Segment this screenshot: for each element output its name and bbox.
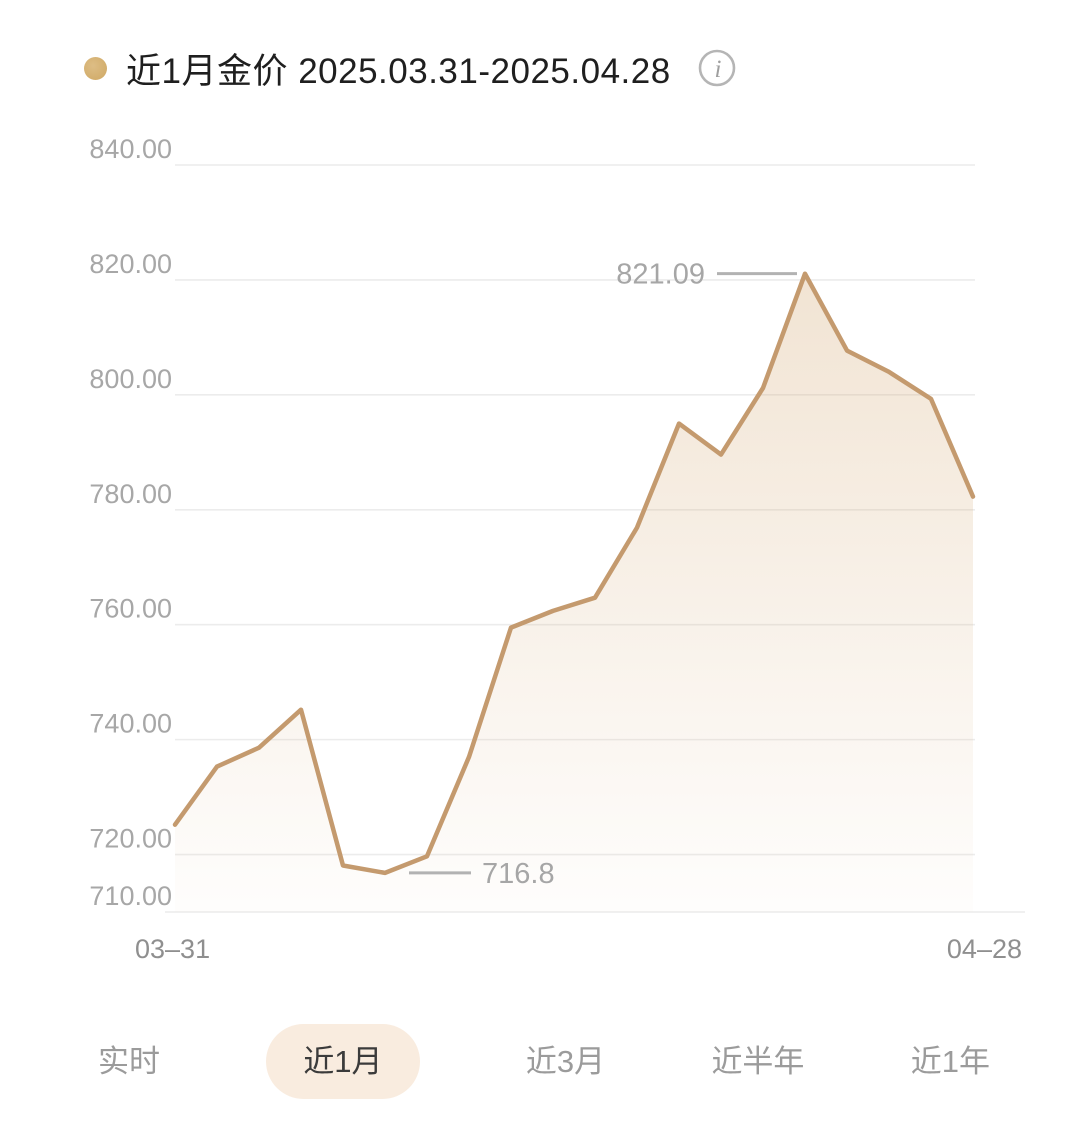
area-layer	[172, 271, 976, 912]
y-axis-tick-label: 780.00	[89, 479, 172, 509]
y-axis-tick-label: 710.00	[89, 881, 172, 911]
y-axis-tick-label: 800.00	[89, 364, 172, 394]
tab-1-year[interactable]: 近1年	[910, 1043, 990, 1079]
price-area	[175, 273, 973, 912]
page-title: 近1月金价 2025.03.31-2025.04.28	[126, 51, 671, 91]
annotation-layer: 821.09 716.8	[409, 259, 797, 890]
axis-layer: 840.00 820.00 800.00 780.00 760.00 740.00 720.…	[89, 134, 1022, 964]
y-axis-tick-label: 840.00	[89, 134, 172, 164]
min-annotation-label: 716.8	[482, 858, 555, 890]
tab-half-year[interactable]: 近半年	[711, 1043, 805, 1079]
tab-realtime[interactable]: 实时	[98, 1043, 160, 1079]
chart-header: 近1月金价 2025.03.31-2025.04.28 i	[84, 44, 738, 92]
time-range-tabs: 实时 近1月 近3月 近半年 近1年	[98, 1022, 990, 1100]
tab-3-months[interactable]: 近3月	[525, 1043, 606, 1079]
tab-1-month[interactable]: 近1月	[266, 1023, 420, 1099]
y-axis-tick-label: 720.00	[89, 824, 172, 854]
y-axis-tick-label: 820.00	[89, 249, 172, 279]
x-axis-tick-label-end: 04–28	[947, 934, 1022, 964]
gold-bullet-icon	[84, 56, 107, 80]
y-axis-tick-label: 760.00	[89, 594, 172, 624]
info-icon[interactable]: i	[696, 47, 738, 89]
price-line	[172, 271, 976, 876]
x-axis-tick-label-start: 03–31	[135, 934, 210, 964]
gold-price-line-chart[interactable]: 840.00 820.00 800.00 780.00 760.00 740.00 720.…	[0, 120, 1080, 980]
max-annotation-label: 821.09	[616, 259, 705, 291]
svg-text:i: i	[714, 56, 721, 83]
y-axis-tick-label: 740.00	[89, 709, 172, 739]
